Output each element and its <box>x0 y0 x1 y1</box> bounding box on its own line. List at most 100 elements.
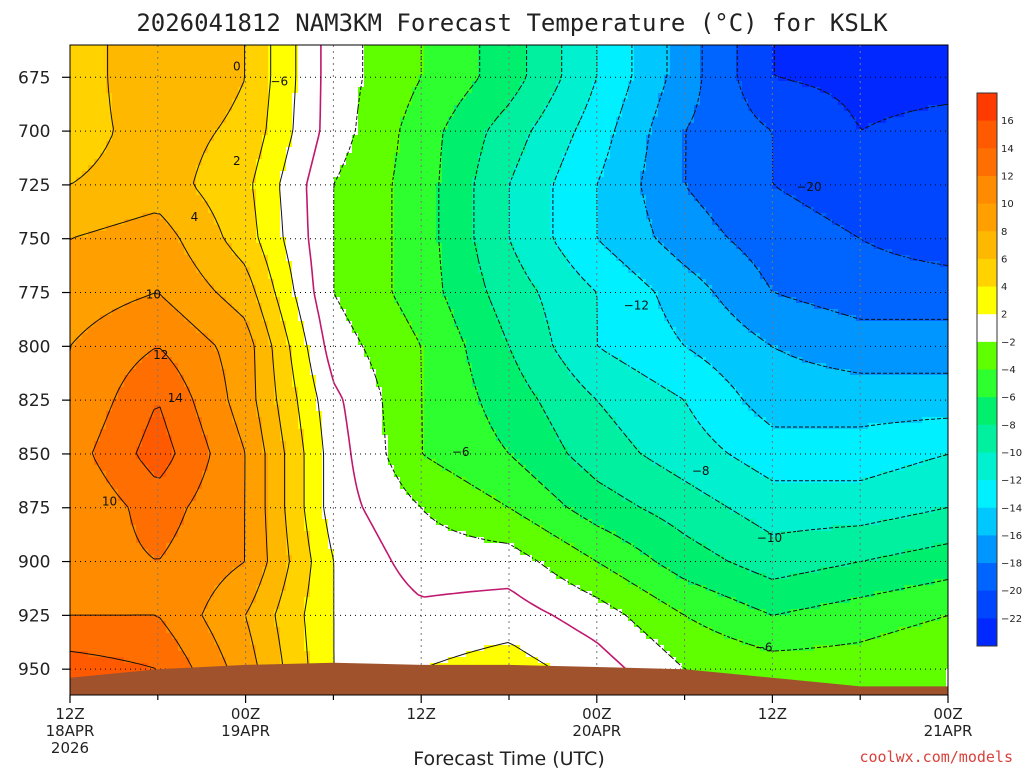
contour-label: 10 <box>146 288 161 302</box>
colorbar-swatch <box>977 286 997 315</box>
y-axis-ticks: 675 700 725 750 775 800 825 850 875 900 925 950 <box>18 68 70 680</box>
colorbar-label: 12 <box>1001 171 1014 182</box>
colorbar-label: 14 <box>1001 144 1014 155</box>
colorbar-swatch <box>977 480 997 509</box>
x-tick-label: 12Z <box>758 705 787 723</box>
contour-label: −10 <box>757 531 782 545</box>
contour-line <box>552 45 949 482</box>
contour-line <box>305 45 627 695</box>
contour-line <box>596 45 949 428</box>
colorbar-swatch <box>977 369 997 398</box>
contour-line <box>736 45 949 267</box>
colorbar-label: −4 <box>1001 365 1016 376</box>
contour-line <box>685 45 948 320</box>
contour-label: −20 <box>796 180 821 194</box>
colorbar-label: 6 <box>1001 254 1007 265</box>
contour-label: 2 <box>233 154 241 168</box>
contour-label: 4 <box>191 210 199 224</box>
grid-lines <box>70 45 948 695</box>
contour-line <box>69 212 268 695</box>
x-tick-label: 00Z <box>231 705 260 723</box>
colorbar-label: −8 <box>1001 420 1016 431</box>
terrain-ground <box>70 662 948 695</box>
colorbar-label: −22 <box>1001 614 1022 625</box>
x-tick-label: 2026 <box>51 739 89 757</box>
contour-label: −6 <box>452 445 470 459</box>
colorbar-label: −14 <box>1001 503 1022 514</box>
colorbar-label: 8 <box>1001 227 1007 238</box>
contour-line <box>774 45 949 131</box>
y-tick-label: 825 <box>18 391 50 411</box>
colorbar-swatch <box>977 203 997 232</box>
contour-labels: 0 −6 2 4 −20 10 −12 12 14 −6 −8 10 −10 −6 <box>102 60 822 655</box>
colorbar-swatch <box>977 590 997 619</box>
colorbar-label: −2 <box>1001 337 1016 348</box>
credit-link[interactable]: coolwx.com/models <box>859 748 1013 766</box>
y-tick-label: 800 <box>18 337 50 357</box>
colorbar-label: 16 <box>1001 116 1014 127</box>
y-tick-label: 750 <box>18 230 50 250</box>
contour-lines <box>69 45 949 695</box>
colorbar-swatch <box>977 618 997 647</box>
colorbar-label: −20 <box>1001 586 1022 597</box>
colorbar-swatch <box>977 314 997 343</box>
contour-label: −6 <box>270 75 288 89</box>
contour-line <box>640 45 948 374</box>
x-tick-label: 21APR <box>924 722 973 740</box>
y-tick-label: 875 <box>18 499 50 519</box>
colorbar-label: −12 <box>1001 476 1022 487</box>
colorbar-swatch <box>977 93 997 122</box>
contour-line <box>69 406 176 695</box>
colorbar-label: −16 <box>1001 531 1022 542</box>
contour-line <box>473 45 949 580</box>
contour-label: 10 <box>102 494 117 508</box>
colorbar-swatch <box>977 120 997 149</box>
colorbar-label: −18 <box>1001 559 1022 570</box>
temperature-fill <box>70 45 949 696</box>
colorbar-swatch <box>977 258 997 287</box>
colorbar-legend: 16 14 12 10 8 6 4 2 −2 −4 −6 −8 −10 −12 −14 −16 −18 −20 −2… <box>976 92 1022 647</box>
contour-line <box>333 45 949 695</box>
contour-label: 0 <box>233 60 241 74</box>
contour-line <box>252 45 312 695</box>
colorbar-swatch <box>977 535 997 564</box>
x-tick-label: 19APR <box>221 722 270 740</box>
contour-line <box>391 45 949 652</box>
contour-line <box>69 45 290 695</box>
x-tick-label: 20APR <box>572 722 621 740</box>
contour-line <box>508 45 949 535</box>
y-tick-label: 900 <box>18 553 50 573</box>
colorbar-swatch <box>977 563 997 592</box>
colorbar-swatch <box>977 341 997 370</box>
colorbar-label: −10 <box>1001 448 1022 459</box>
y-tick-label: 950 <box>18 660 50 680</box>
colorbar-swatch <box>977 507 997 536</box>
colorbar-label: 2 <box>1001 310 1007 321</box>
colorbar-swatch <box>977 397 997 426</box>
contour-line <box>438 45 949 616</box>
contour-line <box>69 292 246 695</box>
y-tick-label: 775 <box>18 284 50 304</box>
contour-label: 14 <box>168 391 183 405</box>
x-axis-label: Forecast Time (UTC) <box>413 748 604 768</box>
y-tick-label: 725 <box>18 176 50 196</box>
colorbar-swatch <box>977 148 997 177</box>
colorbar-swatch <box>977 424 997 453</box>
x-tick-label: 00Z <box>582 705 611 723</box>
colorbar-swatch <box>977 175 997 204</box>
colorbar-swatch <box>977 452 997 481</box>
y-tick-label: 675 <box>18 68 50 88</box>
colorbar-label: 4 <box>1001 282 1007 293</box>
contour-label: −8 <box>692 464 710 478</box>
y-tick-label: 700 <box>18 122 50 142</box>
colorbar-label: −6 <box>1001 393 1016 404</box>
contour-label: 12 <box>153 348 168 362</box>
colorbar-label: 10 <box>1001 199 1014 210</box>
colorbar-swatch <box>977 231 997 260</box>
x-tick-label: 18APR <box>46 722 95 740</box>
x-tick-label: 12Z <box>55 705 84 723</box>
x-tick-label: 00Z <box>933 705 962 723</box>
y-tick-label: 850 <box>18 445 50 465</box>
